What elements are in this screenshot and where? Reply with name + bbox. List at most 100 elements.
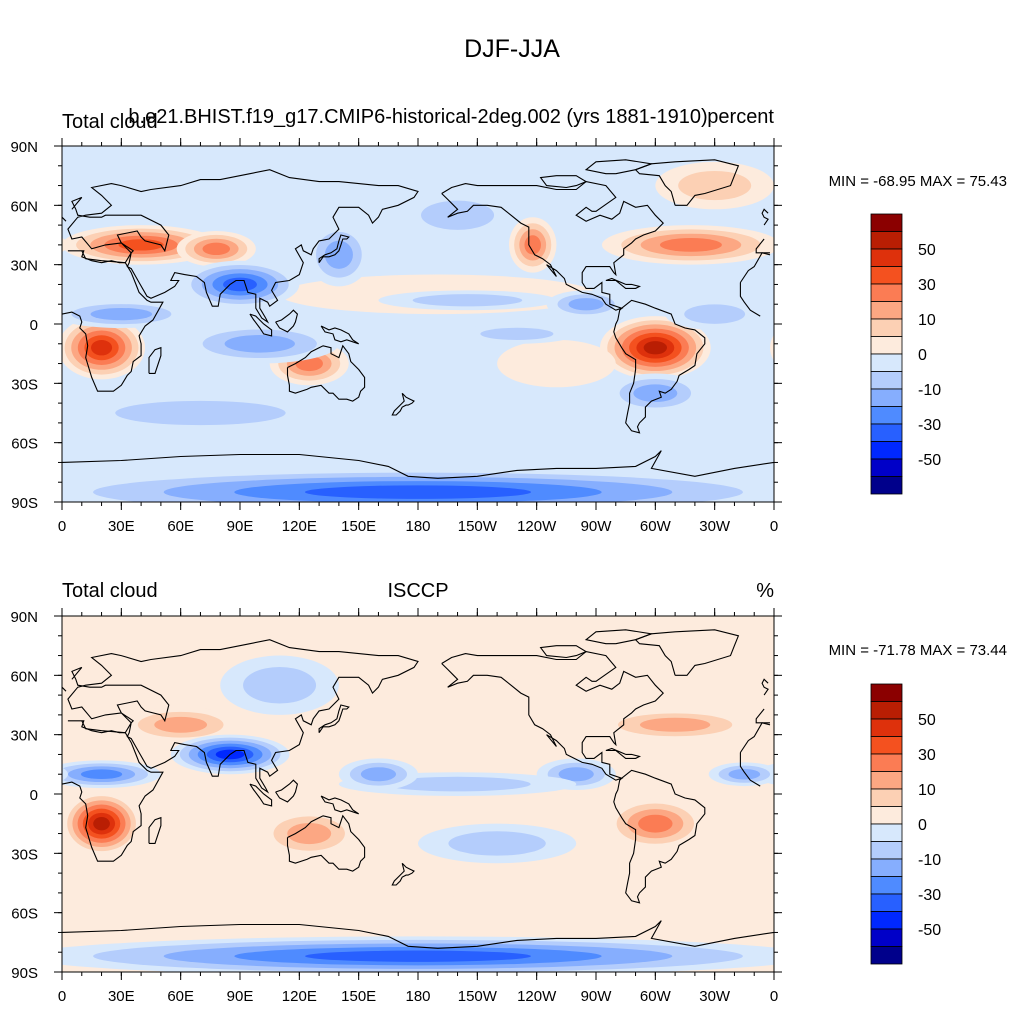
colorbar-swatch (870, 893, 903, 912)
min-max-label: MIN = -68.95 MAX = 75.43 (829, 173, 1007, 190)
contour-band (678, 170, 752, 201)
colorbar-swatch (870, 753, 903, 772)
x-tick-label: 30W (699, 518, 731, 535)
x-tick-label: 0 (58, 518, 66, 535)
colorbar-swatch (870, 701, 903, 720)
colorbar: 50 30 10 0 -10 -30 -50 (870, 683, 941, 965)
contour-band (946, 947, 1024, 965)
panel-top: 0 30E 60E 90E 120E 150E 180 150W 120W 90W 60W 30W 0 9… (0, 106, 1024, 535)
colorbar-label: -50 (918, 922, 941, 939)
colorbar-swatch (870, 458, 903, 477)
contour-region (378, 290, 557, 311)
x-tick-label: 150W (458, 988, 498, 1005)
panel-right-label: percent (707, 106, 774, 128)
x-tick-label: 90W (581, 518, 613, 535)
y-tick-label: 30S (11, 846, 38, 863)
contour-region (62, 393, 339, 433)
contour-region (497, 339, 616, 388)
contour-band (80, 769, 123, 780)
contour-region (599, 316, 711, 380)
contour-band (734, 876, 774, 890)
contour-band (568, 298, 604, 311)
contour-region (259, 809, 359, 858)
contour-band (304, 950, 532, 962)
panel-right-label: % (756, 580, 774, 602)
colorbar-swatch (870, 213, 903, 232)
contour-region (62, 760, 847, 789)
contour-band (684, 304, 746, 324)
contour-band (118, 239, 164, 251)
contour-region (665, 298, 765, 330)
coastline (761, 678, 769, 696)
coastline (320, 795, 360, 815)
contour-band (90, 307, 153, 321)
coastline (391, 392, 415, 416)
colorbar-label: 10 (918, 312, 936, 329)
contour-region (497, 655, 695, 696)
contour-band (360, 767, 397, 782)
coastline (584, 629, 654, 645)
contour-band (243, 666, 317, 704)
colorbar-swatch (870, 841, 903, 860)
coastline-antarctica (62, 450, 774, 479)
coastline (584, 159, 654, 175)
contour-region (605, 373, 705, 413)
y-tick-label: 90N (10, 609, 38, 626)
colorbar-label: -10 (918, 382, 941, 399)
contour-band (793, 769, 834, 779)
colorbar-label: 0 (918, 817, 927, 834)
contour-band (62, 876, 102, 890)
contour-band (790, 330, 837, 365)
contour-band (643, 341, 667, 355)
contour-band (224, 334, 295, 353)
colorbar-swatch (870, 683, 903, 702)
contour-band (17, 769, 49, 780)
contour-region (307, 223, 371, 287)
contour-region (0, 225, 774, 265)
panel-center-label: b.e21.BHIST.f19_g17.CMIP6-historical-2de… (128, 106, 707, 128)
colorbar: 50 30 10 0 -10 -30 -50 (870, 213, 941, 495)
colorbar-swatch (870, 788, 903, 807)
contour-band (805, 940, 1024, 972)
contour-band (805, 473, 1024, 512)
colorbar-label: -30 (918, 417, 941, 434)
colorbar-swatch (870, 928, 903, 947)
colorbar-label: 50 (918, 712, 936, 729)
colorbar-swatch (870, 718, 903, 737)
coastline (539, 645, 588, 659)
colorbar-swatch (870, 876, 903, 895)
contour-band (639, 717, 711, 732)
coastline (613, 769, 706, 904)
colorbar-swatch (870, 248, 903, 267)
coastline (605, 277, 642, 289)
y-tick-label: 60S (11, 436, 38, 453)
colorbar-swatch (870, 371, 903, 390)
min-max-label: MIN = -71.78 MAX = 73.44 (829, 642, 1007, 659)
contour-band (633, 384, 678, 403)
contour-band (304, 485, 532, 499)
contour-band (780, 766, 847, 782)
contour-band (324, 240, 353, 269)
y-tick-label: 30N (10, 258, 38, 275)
colorbar-label: -50 (918, 452, 941, 469)
colorbar-swatch (870, 736, 903, 755)
contour-region (62, 792, 142, 856)
contour-band (0, 238, 10, 252)
contour-band (384, 776, 531, 792)
x-tick-label: 150W (458, 518, 498, 535)
colorbar-swatch (870, 858, 903, 877)
coastline (318, 704, 350, 734)
contour-band (764, 306, 774, 322)
contour-band (287, 823, 332, 845)
x-tick-label: 0 (770, 988, 778, 1005)
contour-band (62, 869, 774, 897)
contour-band (946, 481, 1024, 503)
contour-region (546, 290, 626, 319)
contour-region (220, 655, 339, 715)
colorbar-swatch (870, 301, 903, 320)
colorbar-label: 0 (918, 347, 927, 364)
coastline (634, 629, 740, 676)
coastline (62, 250, 164, 392)
figure-title: DJF-JJA (464, 35, 560, 63)
contour-band (497, 655, 695, 696)
